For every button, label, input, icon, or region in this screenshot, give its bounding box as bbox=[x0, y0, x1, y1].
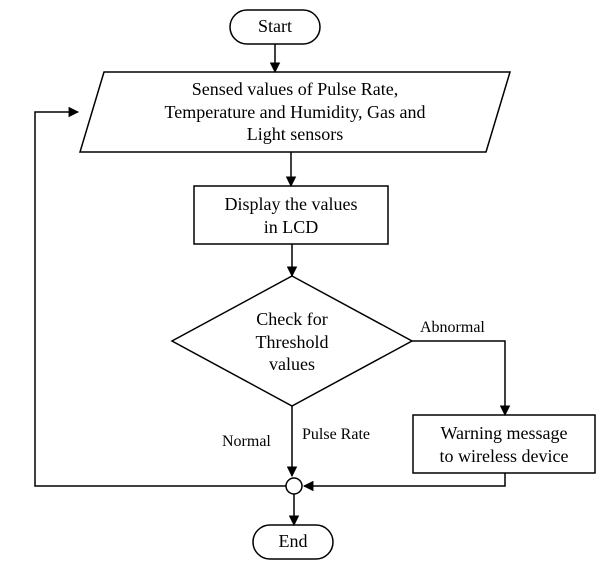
warn-label: Warning message to wireless device bbox=[413, 422, 595, 467]
edge-label-pulserate: Pulse Rate bbox=[302, 425, 370, 445]
sense-label: Sensed values of Pulse Rate, Temperature… bbox=[90, 78, 500, 146]
start-label: Start bbox=[230, 15, 320, 38]
display-label: Display the values in LCD bbox=[194, 193, 388, 238]
edge-check-warn bbox=[412, 341, 505, 415]
edge-label-normal: Normal bbox=[222, 432, 271, 452]
connector-node bbox=[286, 478, 302, 494]
check-label: Check for Threshold values bbox=[202, 308, 382, 376]
edge-warn-connector bbox=[304, 473, 505, 486]
edge-label-abnormal: Abnormal bbox=[420, 318, 485, 338]
end-label: End bbox=[253, 530, 333, 553]
